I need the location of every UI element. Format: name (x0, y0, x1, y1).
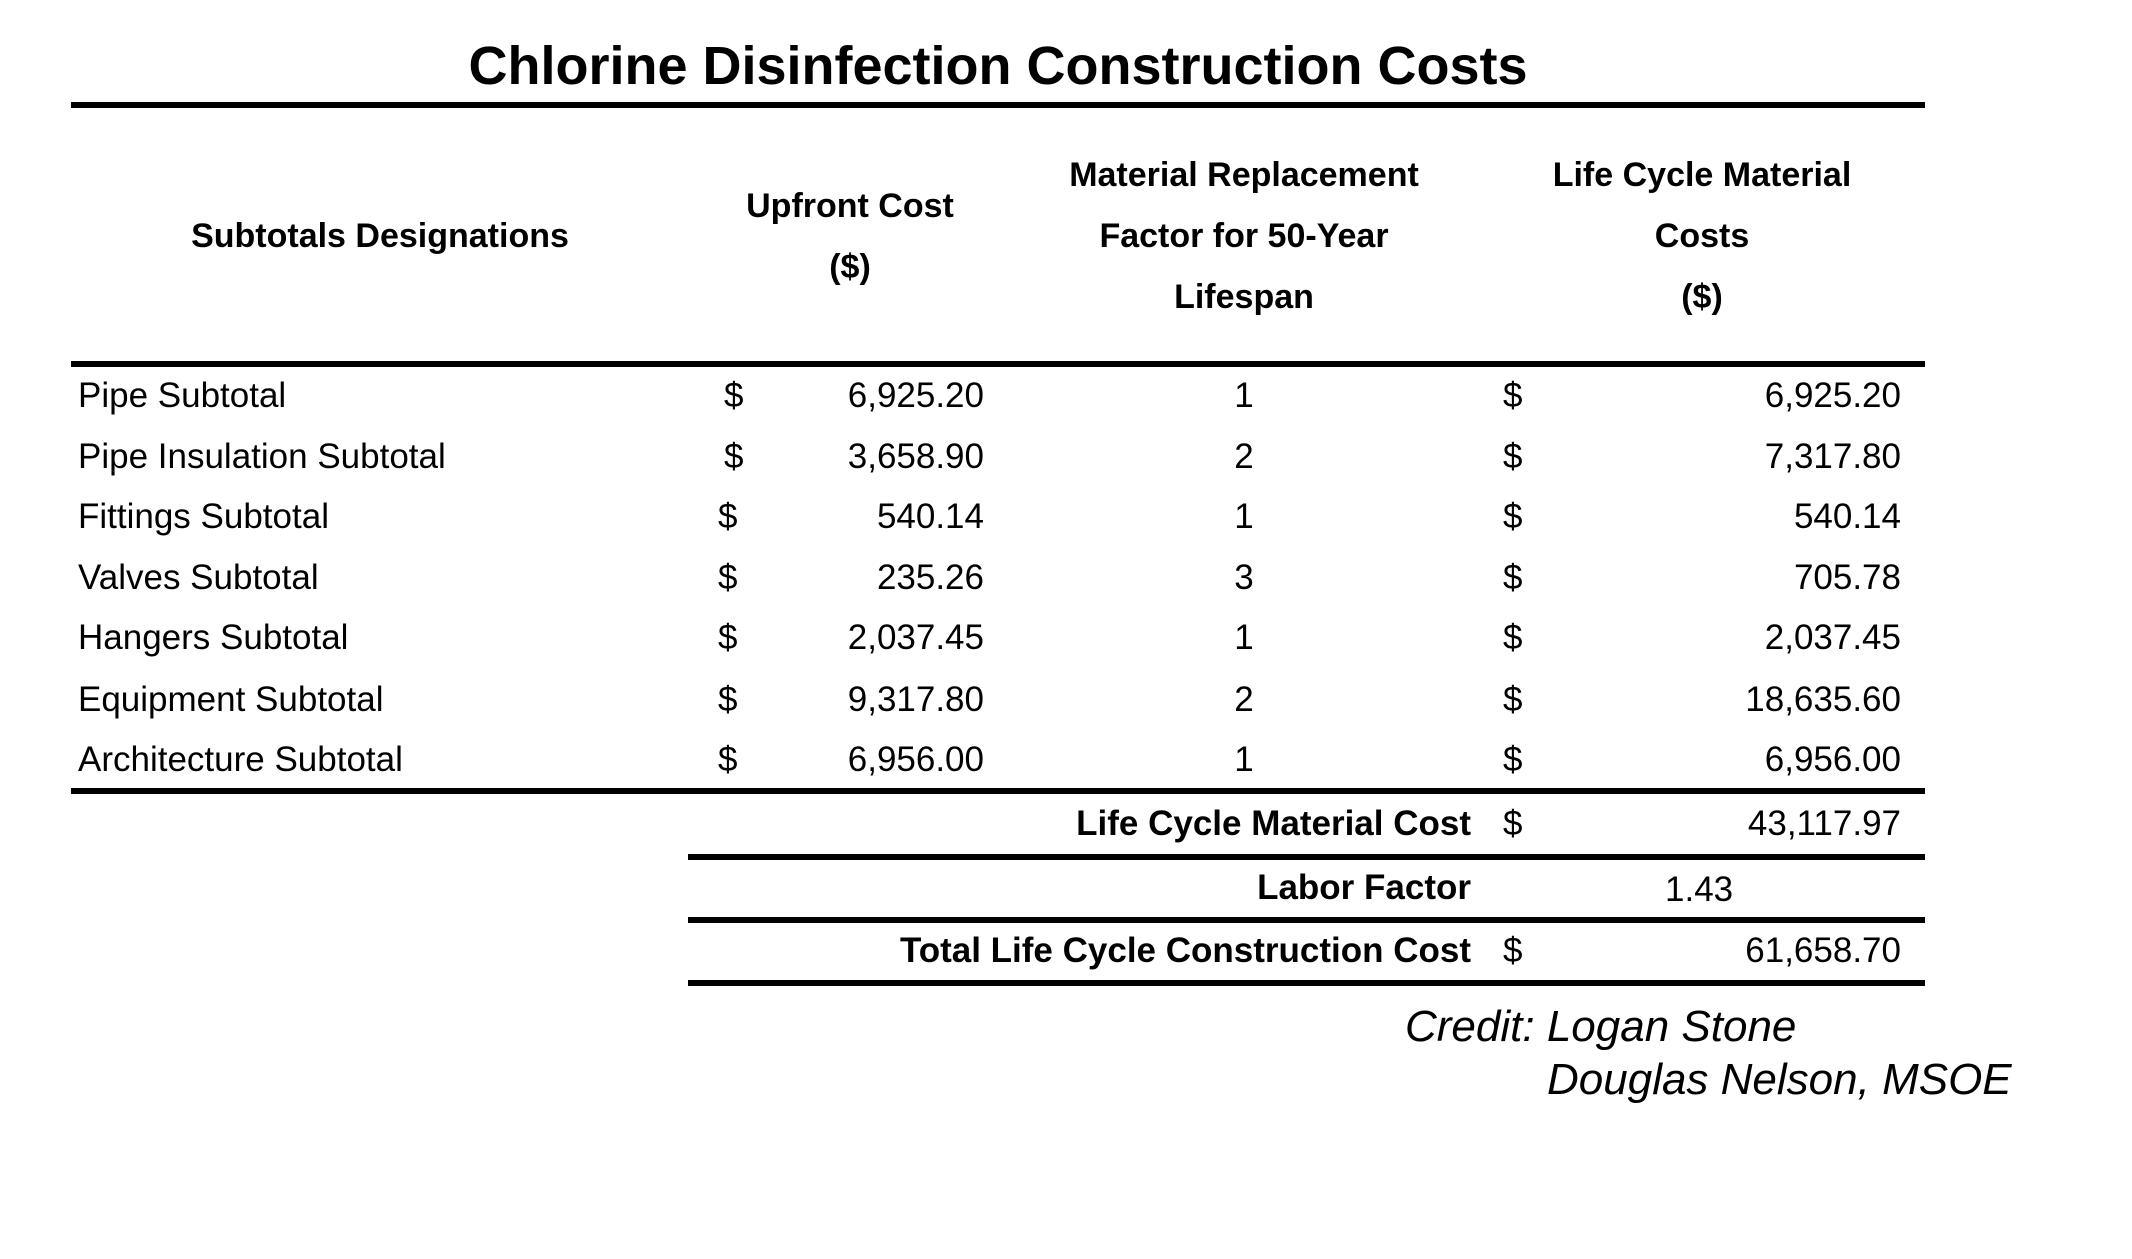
header-lifecycle-line: Costs (1654, 217, 1750, 255)
labor-factor-label: Labor Factor (1257, 868, 1471, 907)
upfront-cost: 3,658.90 (847, 437, 984, 476)
currency-symbol: $ (1503, 618, 1523, 657)
replacement-factor: 1 (1234, 618, 1254, 657)
replacement-factor: 2 (1234, 680, 1254, 719)
lifecycle-cost: 2,037.45 (1764, 618, 1901, 657)
upfront-cost: 6,925.20 (847, 376, 984, 415)
currency-symbol: $ (1503, 740, 1523, 779)
header-factor: Material Replacement Factor for 50-Year … (1014, 145, 1474, 328)
upfront-cost: 2,037.45 (847, 618, 984, 657)
replacement-factor: 1 (1234, 497, 1254, 536)
material-cost-label: Life Cycle Material Cost (1076, 804, 1471, 843)
page-title: Chlorine Disinfection Construction Costs (468, 36, 1528, 96)
lifecycle-cost: 705.78 (1793, 558, 1901, 597)
row-label: Equipment Subtotal (78, 680, 384, 719)
lifecycle-cost: 6,956.00 (1764, 740, 1901, 779)
currency-symbol: $ (718, 618, 738, 657)
upfront-cost: 6,956.00 (847, 740, 984, 779)
row-label: Valves Subtotal (78, 558, 319, 597)
currency-symbol: $ (1503, 437, 1523, 476)
row-label: Hangers Subtotal (78, 618, 349, 657)
header-factor-line: Material Replacement (1069, 156, 1419, 194)
replacement-factor: 3 (1234, 558, 1254, 597)
row-label: Architecture Subtotal (78, 740, 403, 779)
summary-rule (688, 854, 1925, 860)
header-factor-line: Lifespan (1174, 278, 1314, 316)
currency-symbol: $ (718, 680, 738, 719)
currency-symbol: $ (724, 437, 744, 476)
labor-factor-value: 1.43 (1665, 870, 1734, 909)
header-upfront: Upfront Cost ($) (700, 176, 1000, 298)
replacement-factor: 1 (1234, 376, 1254, 415)
header-lifecycle-line: ($) (1681, 278, 1723, 316)
header-upfront-line: ($) (829, 248, 871, 286)
row-label: Pipe Insulation Subtotal (78, 437, 446, 476)
currency-symbol: $ (1503, 804, 1523, 843)
table-bottom-rule (71, 788, 1925, 794)
credit-line-2: Douglas Nelson, MSOE (1547, 1055, 2012, 1104)
header-lifecycle-line: Life Cycle Material (1552, 156, 1852, 194)
header-rule (71, 361, 1925, 367)
header-designation: Subtotals Designations (191, 217, 569, 255)
upfront-cost: 9,317.80 (847, 680, 984, 719)
lifecycle-cost: 6,925.20 (1764, 376, 1901, 415)
currency-symbol: $ (1503, 497, 1523, 536)
material-cost-value: 43,117.97 (1747, 804, 1901, 843)
total-label: Total Life Cycle Construction Cost (899, 931, 1471, 970)
currency-symbol: $ (1503, 680, 1523, 719)
currency-symbol: $ (724, 376, 744, 415)
lifecycle-cost: 18,635.60 (1745, 680, 1901, 719)
summary-rule (688, 917, 1925, 923)
title-rule (71, 102, 1925, 108)
lifecycle-cost: 540.14 (1793, 497, 1901, 536)
currency-symbol: $ (1503, 376, 1523, 415)
row-label: Pipe Subtotal (78, 376, 287, 415)
currency-symbol: $ (1503, 931, 1523, 970)
total-value: 61,658.70 (1745, 931, 1901, 970)
replacement-factor: 2 (1234, 437, 1254, 476)
header-upfront-line: Upfront Cost (746, 187, 954, 225)
currency-symbol: $ (718, 497, 738, 536)
upfront-cost: 235.26 (876, 558, 984, 597)
row-label: Fittings Subtotal (78, 497, 329, 536)
currency-symbol: $ (718, 740, 738, 779)
summary-rule (688, 980, 1925, 986)
currency-symbol: $ (718, 558, 738, 597)
replacement-factor: 1 (1234, 740, 1254, 779)
credit-line-1: Credit: Logan Stone (1405, 1002, 1797, 1051)
lifecycle-cost: 7,317.80 (1764, 437, 1901, 476)
header-factor-line: Factor for 50-Year (1099, 217, 1389, 255)
upfront-cost: 540.14 (876, 497, 984, 536)
header-lifecycle: Life Cycle Material Costs ($) (1500, 145, 1904, 328)
currency-symbol: $ (1503, 558, 1523, 597)
